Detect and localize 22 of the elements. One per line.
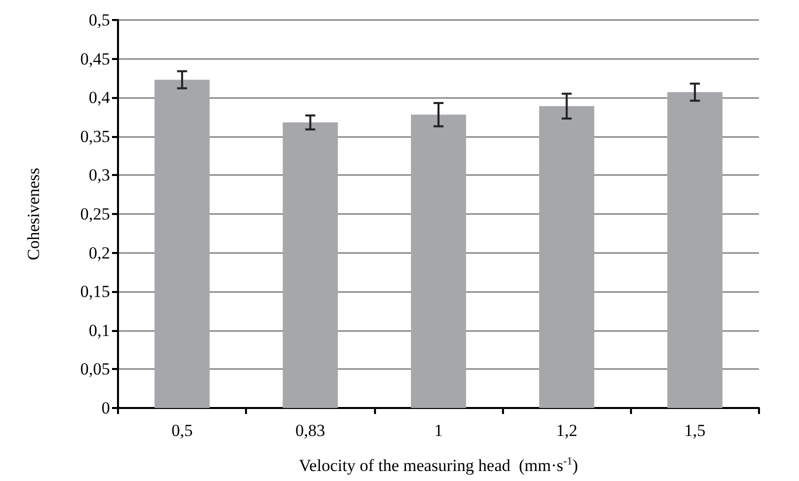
y-tick-label: 0,45 [80, 49, 110, 68]
bar [154, 80, 210, 408]
y-tick-label: 0,05 [80, 360, 110, 379]
y-tick-label: 0,25 [80, 204, 110, 224]
y-tick-label: 0,1 [88, 320, 110, 340]
y-tick-label: 0 [102, 398, 110, 418]
y-axis-title: Cohesiveness [24, 168, 43, 260]
y-tick-label: 0,3 [88, 166, 110, 185]
bar [539, 106, 594, 408]
y-tick-label: 0,5 [88, 10, 110, 30]
bar [410, 114, 466, 408]
y-tick-label: 0,4 [88, 88, 110, 108]
y-tick-label: 0,2 [88, 243, 110, 262]
x-tick-label: 1,5 [684, 421, 706, 440]
x-tick-label: 1 [434, 421, 443, 440]
y-tick-label: 0,35 [80, 126, 110, 146]
y-tick-label: 0,15 [80, 282, 110, 302]
x-tick-label: 1,2 [556, 421, 578, 440]
bar [667, 92, 722, 408]
x-tick-label: 0,5 [171, 421, 193, 440]
x-tick-label: 0,83 [295, 421, 326, 440]
bar [282, 122, 338, 408]
